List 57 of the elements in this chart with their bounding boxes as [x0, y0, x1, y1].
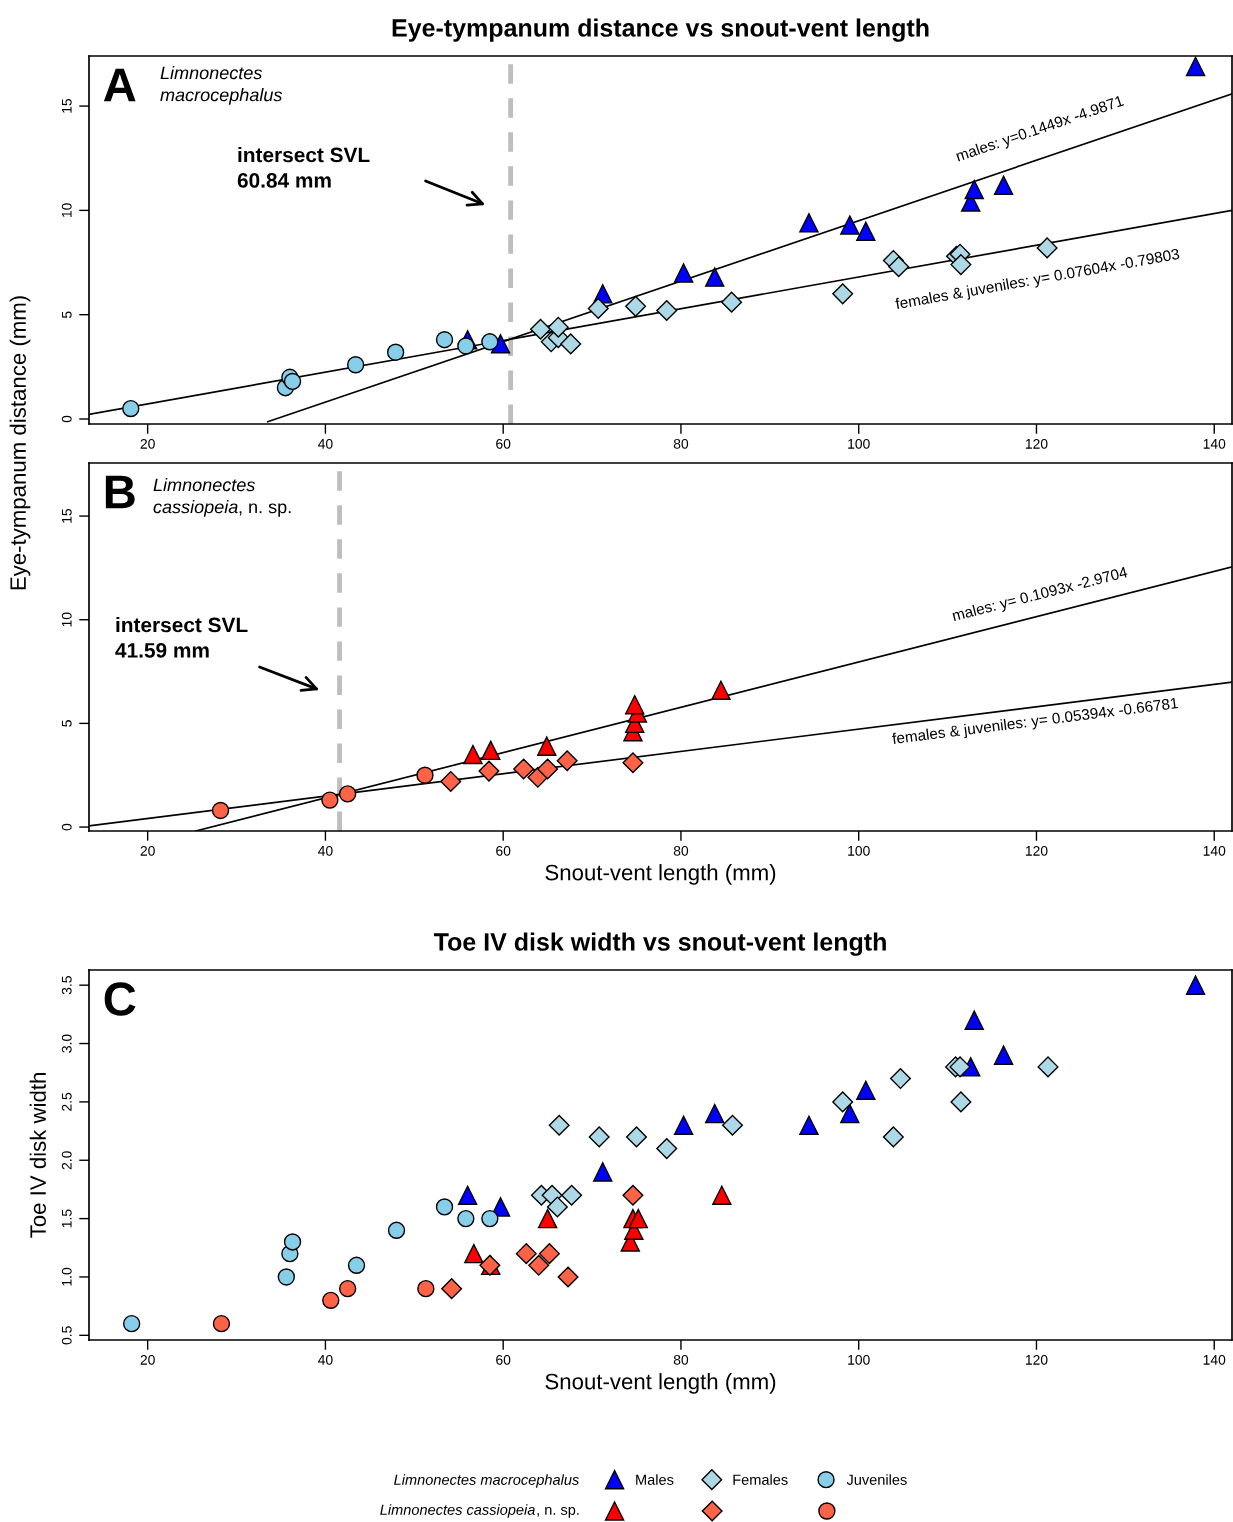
- chart-title: Eye-tympanum distance vs snout-vent length: [392, 18, 929, 42]
- annotation: females & juveniles: y= 0.07604x -0.79803: [894, 247, 1181, 313]
- x-tick-label: 120: [1025, 438, 1048, 449]
- x-tick-label: 20: [140, 1354, 155, 1365]
- annotation: males: y= 0.1093x -2.9704: [951, 566, 1129, 625]
- y-tick-label: 15: [61, 508, 72, 523]
- y-tick-label: 2.5: [61, 1092, 72, 1111]
- legend-label: Juveniles: [846, 1474, 907, 1485]
- y-tick-label: 5: [61, 311, 72, 318]
- x-tick-label: 140: [1203, 845, 1226, 856]
- y-tick-label: 3.5: [61, 976, 72, 995]
- annotation: intersect SVL 60.84 mm: [237, 147, 370, 188]
- y-tick-label: 15: [61, 98, 72, 113]
- x-tick-label: 60: [496, 1354, 511, 1365]
- annotation: females & juveniles: y= 0.05394x -0.66781: [891, 697, 1179, 748]
- annotation: Limnonectes cassiopeia, n. sp.: [153, 478, 291, 517]
- annotation: C: [104, 982, 136, 1016]
- y-axis-title: Toe IV disk width: [29, 1073, 46, 1238]
- x-axis-title: Snout-vent length (mm): [545, 1373, 776, 1394]
- text: Limnonectes cassiopeia, n. sp.: [380, 1504, 579, 1518]
- x-tick-label: 20: [140, 845, 155, 856]
- x-tick-label: 60: [496, 845, 511, 856]
- x-tick-label: 100: [848, 1354, 870, 1365]
- y-tick-label: 1.5: [61, 1209, 72, 1228]
- x-axis-title: Snout-vent length (mm): [545, 864, 776, 885]
- x-tick-label: 100: [848, 438, 870, 449]
- x-tick-label: 80: [673, 438, 689, 449]
- y-tick-label: 3.0: [61, 1034, 72, 1053]
- x-tick-label: 100: [848, 845, 870, 856]
- x-tick-label: 40: [318, 1354, 333, 1365]
- text: Limnonectes macrocephalus: [394, 1474, 579, 1488]
- x-tick-label: 120: [1025, 845, 1048, 856]
- y-tick-label: 0: [61, 415, 72, 423]
- x-tick-label: 40: [318, 438, 333, 449]
- x-tick-label: 140: [1203, 438, 1226, 449]
- x-tick-label: 60: [496, 438, 511, 449]
- y-tick-label: 0: [61, 823, 72, 831]
- annotation: B: [105, 475, 135, 509]
- y-tick-label: 0.5: [61, 1326, 72, 1345]
- chart-title: Toe IV disk width vs snout-vent length: [433, 932, 886, 956]
- x-tick-label: 120: [1025, 1354, 1048, 1365]
- annotation: intersect SVL 41.59 mm: [115, 617, 248, 658]
- x-tick-label: 40: [318, 845, 333, 856]
- y-tick-label: 2.0: [61, 1151, 72, 1170]
- y-tick-label: 5: [61, 720, 72, 727]
- y-axis-title: Eye-tympanum distance (mm): [9, 296, 31, 590]
- annotation: A: [103, 68, 136, 102]
- annotation: Limnonectes macrocephalus: [160, 66, 283, 105]
- x-tick-label: 80: [673, 845, 689, 856]
- y-tick-label: 10: [61, 203, 72, 218]
- x-tick-label: 140: [1203, 1354, 1226, 1365]
- x-tick-label: 80: [673, 1354, 689, 1365]
- legend-label: Males: [636, 1474, 674, 1485]
- y-tick-label: 10: [61, 612, 72, 627]
- x-tick-label: 20: [140, 438, 155, 449]
- legend-label: Females: [733, 1474, 788, 1485]
- y-tick-label: 1.0: [61, 1267, 72, 1286]
